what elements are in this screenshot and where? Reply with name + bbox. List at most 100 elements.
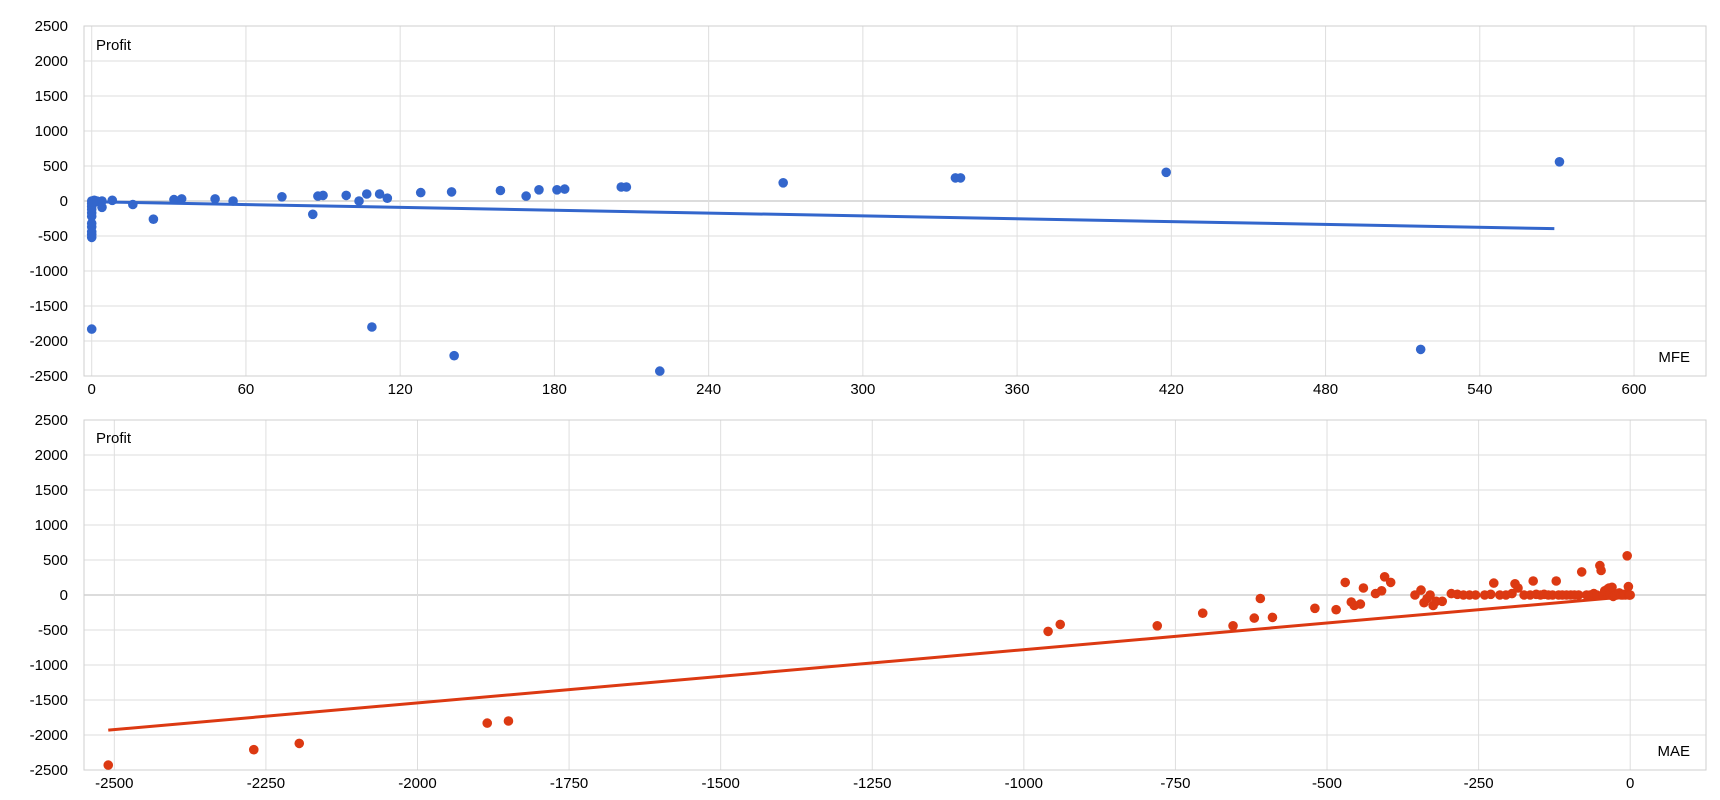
mae-profit-chart: 2500 2000 1500 1000 500 0 -500 -1000 -1500 -2000 -… — [30, 412, 1707, 792]
mae-data-point — [1528, 576, 1538, 586]
mae-y-tick-label: 2000 — [35, 447, 68, 464]
mfe-y-tick-label: 1000 — [35, 123, 68, 140]
mae-data-point — [1507, 588, 1517, 599]
mfe-data-point — [521, 191, 531, 201]
mae-data-point — [503, 716, 514, 726]
mfe-x-tick-label: 300 — [850, 381, 875, 398]
mfe-y-tick-label: -2500 — [30, 368, 68, 385]
mae-x-axis-title: MAE — [1657, 743, 1690, 760]
mae-y-tick-label: 1000 — [35, 517, 68, 534]
mae-y-tick-label: -1000 — [30, 657, 68, 674]
mfe-x-tick-label: 420 — [1159, 381, 1184, 398]
mfe-x-tick-label: 480 — [1313, 381, 1338, 398]
mae-data-point — [1197, 608, 1208, 618]
mfe-trend-layer — [91, 200, 1555, 231]
mae-data-point — [1379, 572, 1390, 582]
mfe-y-tick-label: -500 — [38, 228, 68, 245]
mfe-y-tick-label: -1500 — [30, 298, 68, 315]
mfe-data-point — [361, 189, 372, 199]
mfe-y-tick-label: -1000 — [30, 263, 68, 280]
mae-y-tick-label: -500 — [38, 622, 68, 639]
mfe-data-point — [86, 324, 97, 334]
mae-data-point — [1340, 577, 1351, 588]
mfe-data-point — [446, 187, 457, 197]
mfe-data-point — [552, 185, 562, 195]
mae-data-point — [1623, 581, 1634, 592]
mae-y-tick-label: -1500 — [30, 692, 68, 709]
mae-data-point — [1488, 578, 1499, 588]
mae-data-point — [248, 744, 259, 755]
mfe-x-axis-title: MFE — [1658, 349, 1690, 366]
mae-data-point — [1331, 604, 1341, 615]
mfe-x-tick-label: 540 — [1467, 381, 1492, 398]
mfe-data-point — [318, 190, 328, 201]
mfe-data-point — [1161, 167, 1171, 178]
mae-x-tick-label: -1000 — [1005, 775, 1043, 792]
mae-data-point — [1055, 619, 1066, 630]
mae-data-point — [1607, 582, 1617, 593]
mae-data-point — [1485, 589, 1496, 600]
mae-x-tick-label: -1750 — [550, 775, 588, 792]
mae-data-point — [1152, 621, 1163, 631]
mfe-grid — [83, 25, 1707, 377]
mae-data-point — [1267, 612, 1278, 623]
mfe-data-point — [169, 194, 179, 205]
mae-data-point — [103, 760, 114, 770]
mae-y-tick-label: 0 — [60, 587, 68, 604]
mae-x-tick-label: -1250 — [853, 775, 891, 792]
mae-x-tick-labels: -2500 -2250 -2000 -1750 -1500 -1250 -1000 -750-… — [95, 775, 1634, 792]
mfe-data-point — [367, 322, 377, 332]
mfe-x-tick-label: 360 — [1005, 381, 1030, 398]
mae-trend-layer — [108, 594, 1631, 732]
mfe-y-tick-labels: 2500 2000 1500 1000 500 0 -500 -1000 -1500 -2000 -… — [30, 18, 68, 385]
mfe-data-point — [654, 366, 665, 376]
mae-y-tick-label: 2500 — [35, 412, 68, 429]
mae-trendline — [108, 594, 1631, 732]
mfe-data-point — [176, 194, 187, 204]
mfe-trendline — [91, 200, 1555, 231]
mae-x-tick-label: -250 — [1464, 775, 1494, 792]
mfe-data-point — [1554, 157, 1565, 167]
mae-grid — [83, 419, 1707, 771]
mfe-data-point — [107, 195, 118, 206]
mfe-profit-chart: 2500 2000 1500 1000 500 0 -500 -1000 -1500 -2000 -… — [30, 18, 1707, 398]
mae-data-point — [1358, 583, 1369, 593]
mfe-data-point — [534, 185, 544, 195]
mfe-data-point — [86, 232, 97, 243]
mfe-x-tick-label: 120 — [388, 381, 413, 398]
mae-points — [103, 551, 1636, 770]
mae-y-tick-labels: 2500 2000 1500 1000 500 0 -500 -1000 -1500 -2000 -… — [30, 412, 68, 779]
mae-data-point — [1228, 621, 1238, 631]
mfe-points — [86, 157, 1565, 376]
mae-data-point — [1596, 565, 1606, 576]
mfe-data-point — [210, 194, 220, 204]
mfe-data-point — [778, 178, 788, 188]
mfe-data-point — [228, 196, 238, 206]
mae-data-point — [1573, 590, 1584, 600]
mae-y-tick-label: 1500 — [35, 482, 68, 499]
mae-x-tick-label: -2250 — [247, 775, 285, 792]
mfe-y-tick-label: -2000 — [30, 333, 68, 350]
mfe-y-axis-title: Profit — [96, 37, 132, 54]
mfe-data-point — [148, 214, 159, 224]
mae-plot-border — [83, 419, 1707, 771]
mae-x-tick-label: 0 — [1626, 775, 1634, 792]
mfe-data-point — [354, 196, 364, 206]
mae-data-point — [1385, 577, 1396, 588]
mae-data-point — [1376, 586, 1387, 596]
mfe-y-tick-label: 500 — [43, 158, 68, 175]
mfe-data-point — [559, 184, 570, 194]
mfe-data-point — [415, 187, 426, 198]
mae-data-point — [1310, 603, 1320, 614]
mae-y-tick-label: -2000 — [30, 727, 68, 744]
mfe-y-tick-label: 0 — [60, 193, 68, 210]
mfe-x-tick-label: 0 — [88, 381, 96, 398]
mfe-data-point — [621, 182, 632, 192]
mae-data-point — [482, 718, 493, 728]
mfe-data-point — [955, 173, 966, 183]
mfe-y-tick-label: 2500 — [35, 18, 68, 35]
mfe-data-point — [128, 199, 138, 210]
mae-data-point — [1255, 593, 1266, 604]
mfe-data-point — [495, 185, 506, 196]
